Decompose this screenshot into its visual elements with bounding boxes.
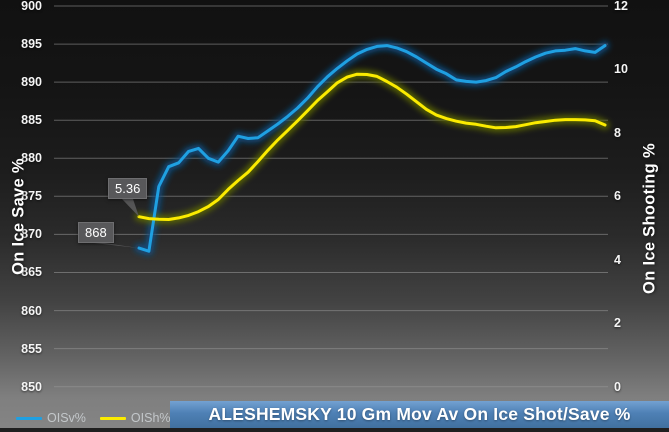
series-line-OISh% — [137, 72, 607, 221]
legend-swatch-oish — [99, 416, 126, 420]
callout-leader — [94, 243, 139, 249]
legend-item-oish[interactable]: OISh% — [99, 411, 171, 425]
left-axis-tick-label: 895 — [21, 37, 42, 52]
left-axis-tick-label: 865 — [21, 265, 42, 280]
left-axis-tick-label: 880 — [21, 151, 42, 166]
right-axis-title: On Ice Shooting % — [640, 143, 659, 294]
data-label-oish-start: 5.36 — [108, 178, 148, 199]
legend: OISv% OISh% — [16, 409, 171, 427]
left-axis-title: On Ice Save % — [9, 158, 28, 275]
series-line-OISv% — [137, 44, 607, 253]
legend-swatch-oisv — [16, 416, 42, 420]
left-axis-tick-label: 860 — [21, 303, 42, 318]
left-axis-tick-label: 855 — [21, 341, 42, 356]
right-axis-tick-label: 12 — [614, 0, 628, 13]
chart-title-bar: ALESHEMSKY 10 Gm Mov Av On Ice Shot/Save… — [170, 401, 669, 428]
series-glow-OISh% — [134, 69, 610, 224]
left-axis-tick-label: 890 — [21, 75, 42, 90]
right-axis-tick-label: 4 — [614, 252, 621, 267]
callout-leader — [122, 199, 139, 217]
legend-item-oisv[interactable]: OISv% — [16, 411, 86, 425]
right-axis-tick-label: 8 — [614, 125, 621, 140]
series-line-layer — [137, 44, 607, 253]
legend-label-oish: OISh% — [130, 411, 171, 425]
left-axis-tick-label: 885 — [21, 113, 42, 128]
bottom-border-strip — [0, 428, 669, 432]
right-axis-tick-label: 6 — [614, 189, 621, 204]
left-axis-tick-label: 900 — [21, 0, 42, 13]
right-axis-tick-label: 0 — [614, 379, 621, 394]
callout-leader-lines — [94, 199, 139, 249]
chart-title: ALESHEMSKY 10 Gm Mov Av On Ice Shot/Save… — [208, 404, 631, 424]
left-axis-tick-label: 850 — [21, 379, 42, 394]
right-axis-tick-label: 2 — [614, 316, 621, 331]
left-axis-tick-label: 870 — [21, 227, 42, 242]
data-label-oisv-start: 868 — [78, 222, 114, 243]
legend-label-oisv: OISv% — [47, 411, 86, 425]
left-axis-tick-label: 875 — [21, 189, 42, 204]
right-axis-tick-label: 10 — [614, 62, 628, 77]
